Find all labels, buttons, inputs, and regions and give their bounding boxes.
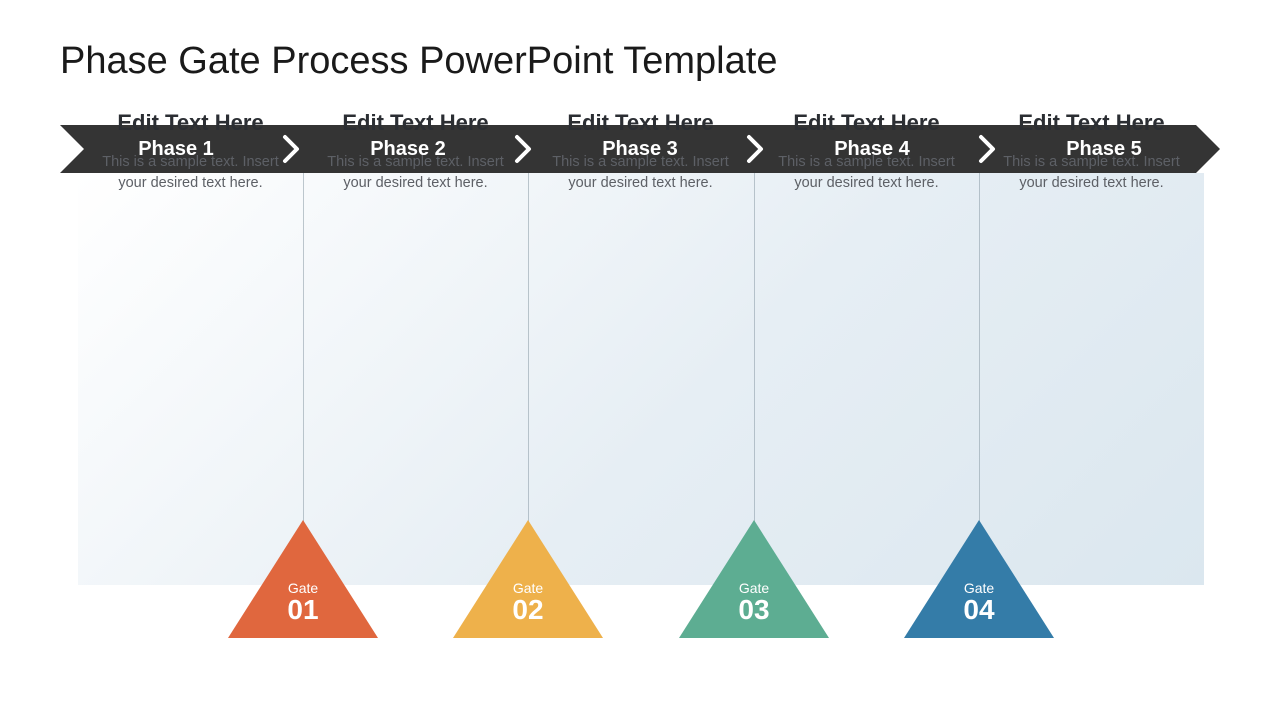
- slide-title: Phase Gate Process PowerPoint Template: [60, 40, 777, 83]
- gate-01-label: Gate 01: [228, 580, 378, 624]
- phase-1-column-body: This is a sample text. Insert your desir…: [92, 152, 289, 194]
- phase-1-column: Edit Text Here This is a sample text. In…: [78, 110, 303, 194]
- gate-03: Gate 03: [679, 520, 829, 638]
- gate-04: Gate 04: [904, 520, 1054, 638]
- phase-5-column-body: This is a sample text. Insert your desir…: [993, 152, 1190, 194]
- gate-04-num: 04: [904, 596, 1054, 624]
- gate-03-label: Gate 03: [679, 580, 829, 624]
- gate-01-num: 01: [228, 596, 378, 624]
- phase-2-column-body: This is a sample text. Insert your desir…: [317, 152, 514, 194]
- phase-4-column-title: Edit Text Here: [768, 110, 965, 136]
- phase-2-column: Edit Text Here This is a sample text. In…: [303, 110, 528, 194]
- gate-02-label: Gate 02: [453, 580, 603, 624]
- gate-03-num: 03: [679, 596, 829, 624]
- gate-04-label: Gate 04: [904, 580, 1054, 624]
- phase-2-column-title: Edit Text Here: [317, 110, 514, 136]
- phase-3-column-body: This is a sample text. Insert your desir…: [542, 152, 739, 194]
- phase-5-column-title: Edit Text Here: [993, 110, 1190, 136]
- phase-5-column: Edit Text Here This is a sample text. In…: [979, 110, 1204, 194]
- slide: Phase Gate Process PowerPoint Template P…: [0, 0, 1280, 720]
- phase-3-column-title: Edit Text Here: [542, 110, 739, 136]
- gate-02-num: 02: [453, 596, 603, 624]
- phase-4-column-body: This is a sample text. Insert your desir…: [768, 152, 965, 194]
- gate-01: Gate 01: [228, 520, 378, 638]
- phase-4-column: Edit Text Here This is a sample text. In…: [754, 110, 979, 194]
- gate-02: Gate 02: [453, 520, 603, 638]
- phase-3-column: Edit Text Here This is a sample text. In…: [528, 110, 753, 194]
- phase-1-column-title: Edit Text Here: [92, 110, 289, 136]
